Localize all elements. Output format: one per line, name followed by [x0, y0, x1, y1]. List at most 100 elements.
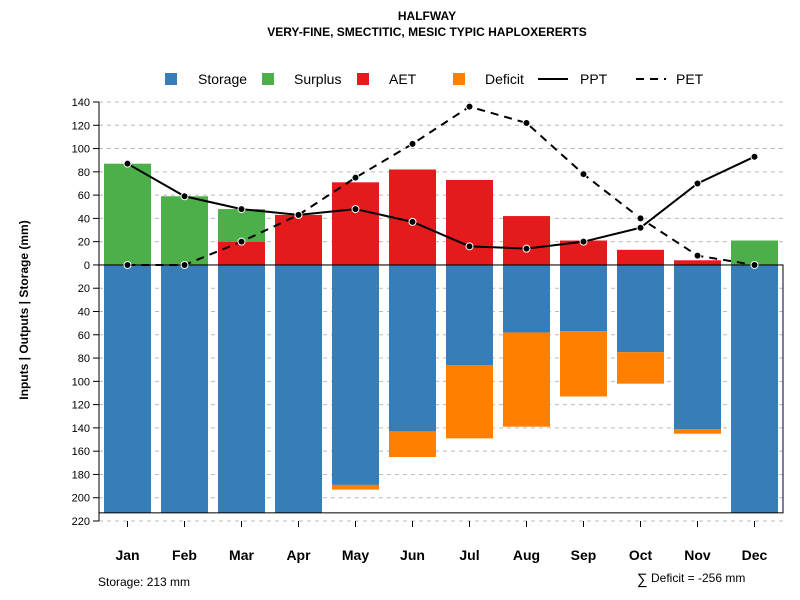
- legend-aet-swatch: [357, 73, 369, 85]
- legend-storage-label: Storage: [198, 71, 247, 87]
- surplus-bar: [218, 209, 265, 242]
- ppt-point: [579, 237, 588, 246]
- x-tick-label: Jul: [459, 547, 479, 563]
- deficit-bar: [674, 429, 721, 434]
- y-tick-label: 60: [78, 190, 90, 202]
- pet-point: [237, 237, 246, 246]
- legend-deficit-swatch: [453, 73, 465, 85]
- y-tick-label: 140: [72, 423, 90, 435]
- footer-storage: Storage: 213 mm: [98, 575, 190, 589]
- x-tick-label: May: [342, 547, 369, 563]
- ppt-point: [522, 244, 531, 253]
- legend-deficit-label: Deficit: [485, 71, 524, 87]
- storage-bar: [503, 264, 550, 333]
- deficit-bar: [446, 365, 493, 439]
- sum-symbol: ∑: [637, 571, 648, 588]
- storage-bar: [617, 264, 664, 353]
- ppt-point: [636, 223, 645, 232]
- y-tick-label: 20: [78, 237, 90, 249]
- chart-title: HALFWAY: [398, 9, 456, 23]
- aet-bar: [275, 214, 322, 265]
- surplus-bar: [161, 196, 208, 265]
- legend-storage-swatch: [165, 73, 177, 85]
- aet-bar: [332, 182, 379, 265]
- ppt-line: [127, 155, 755, 250]
- pet-point: [465, 102, 474, 111]
- x-tick-label: Oct: [629, 547, 653, 563]
- grid: [99, 101, 783, 522]
- x-tick-label: Dec: [742, 547, 768, 563]
- storage-bar: [275, 264, 322, 513]
- storage-bar: [104, 264, 151, 513]
- legend-aet-label: AET: [389, 71, 417, 87]
- ppt-point: [237, 205, 246, 214]
- pet-point: [123, 260, 132, 269]
- storage-bar: [731, 264, 778, 513]
- pet-point: [693, 251, 702, 260]
- pet-line: [127, 105, 755, 266]
- y-tick-label: 160: [72, 446, 90, 458]
- storage-bar: [560, 264, 607, 332]
- x-tick-label: Apr: [286, 547, 311, 563]
- aet-bar: [389, 169, 436, 265]
- y-axis-label: Inputs | Outputs | Storage (mm): [17, 220, 31, 399]
- ppt-point: [465, 242, 474, 251]
- pet-point: [522, 118, 531, 127]
- ppt-point: [123, 159, 132, 168]
- storage-bar: [446, 264, 493, 366]
- surplus-bar: [104, 163, 151, 265]
- bars: [104, 163, 778, 513]
- pet-point: [180, 260, 189, 269]
- legend-surplus-label: Surplus: [294, 71, 341, 87]
- x-tick-label: Jun: [400, 547, 425, 563]
- storage-bar: [674, 264, 721, 430]
- storage-bar: [161, 264, 208, 513]
- y-tick-label: 120: [72, 120, 90, 132]
- y-tick-label: 40: [78, 213, 90, 225]
- y-tick-label: 120: [72, 400, 90, 412]
- deficit-bar: [503, 332, 550, 427]
- surplus-bar: [731, 240, 778, 265]
- chart-subtitle: VERY-FINE, SMECTITIC, MESIC TYPIC HAPLOX…: [267, 25, 587, 39]
- x-tick-label: Jan: [115, 547, 139, 563]
- deficit-bar: [560, 331, 607, 397]
- storage-bar: [389, 264, 436, 432]
- y-axis: 1401201008060402002040608010012014016018…: [72, 97, 100, 528]
- aet-bar: [446, 179, 493, 265]
- ppt-point: [408, 217, 417, 226]
- y-tick-label: 0: [84, 260, 90, 272]
- aet-bar: [503, 216, 550, 265]
- y-tick-label: 80: [78, 167, 90, 179]
- y-tick-label: 180: [72, 469, 90, 481]
- x-tick-label: Mar: [229, 547, 254, 563]
- pet-point: [579, 170, 588, 179]
- deficit-bar: [617, 352, 664, 384]
- legend-surplus-swatch: [262, 73, 274, 85]
- legend: Storage Surplus AET Deficit PPT PET: [165, 71, 704, 87]
- x-tick-label: Nov: [684, 547, 711, 563]
- ppt-point: [180, 192, 189, 201]
- x-tick-label: Feb: [172, 547, 197, 563]
- deficit-bar: [332, 484, 379, 490]
- pet-point: [636, 214, 645, 223]
- aet-bar: [674, 260, 721, 265]
- y-tick-label: 100: [72, 376, 90, 388]
- series-lines: [98, 102, 784, 514]
- aet-bar: [617, 249, 664, 265]
- x-tick-label: Aug: [513, 547, 540, 563]
- x-axis: Jan Feb Mar Apr May Jun Jul Aug Sep Oct Nov Dec: [115, 521, 768, 563]
- ppt-point: [750, 152, 759, 161]
- footer-deficit: Deficit = -256 mm: [651, 571, 745, 585]
- y-tick-label: 80: [78, 353, 90, 365]
- pet-point: [351, 173, 360, 182]
- y-tick-label: 40: [78, 307, 90, 319]
- pet-point: [408, 139, 417, 148]
- x-tick-label: Sep: [571, 547, 597, 563]
- ppt-point: [294, 210, 303, 219]
- y-tick-label: 220: [72, 516, 90, 528]
- pet-point: [750, 260, 759, 269]
- y-tick-label: 140: [72, 97, 90, 109]
- storage-bar: [332, 264, 379, 485]
- deficit-bar: [389, 431, 436, 457]
